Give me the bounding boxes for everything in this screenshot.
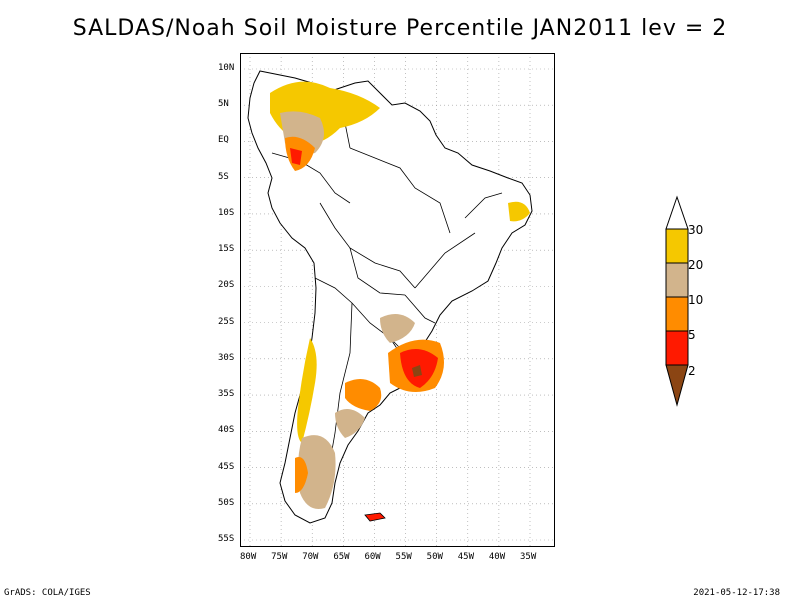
legend-label-2: 2 bbox=[688, 364, 696, 378]
colorbar bbox=[665, 195, 689, 407]
lat-tick-label: 15S bbox=[218, 244, 235, 255]
lon-tick-label: 80W bbox=[240, 552, 257, 562]
lon-tick-label: 60W bbox=[364, 552, 381, 562]
colorbar-bin-5-10 bbox=[665, 296, 689, 332]
soil-moisture-map bbox=[240, 53, 555, 547]
lat-tick-label: 10S bbox=[218, 207, 235, 218]
patch-pampas-orange bbox=[345, 379, 382, 411]
patch-chile-yellow bbox=[297, 338, 317, 443]
lat-tick-label: 30S bbox=[218, 352, 235, 363]
colorbar-bottom-triangle bbox=[665, 364, 689, 407]
map-panel bbox=[240, 53, 555, 547]
colorbar-bin-10-20 bbox=[665, 262, 689, 298]
map-border bbox=[240, 53, 555, 547]
lat-tick-label: 50S bbox=[218, 497, 235, 508]
lon-tick-label: 40W bbox=[488, 552, 506, 562]
falkland-islands bbox=[364, 512, 386, 522]
legend-label-5: 5 bbox=[688, 328, 696, 342]
map-title: SALDAS/Noah Soil Moisture Percentile JAN… bbox=[72, 16, 728, 41]
legend-label-10: 10 bbox=[688, 293, 704, 307]
patch-pampas-tan bbox=[335, 409, 365, 438]
lon-tick-label: 50W bbox=[426, 552, 443, 562]
lat-tick-label: 25S bbox=[218, 316, 235, 327]
patch-patagonia-tan bbox=[297, 435, 336, 509]
lat-tick-label: 10N bbox=[218, 63, 235, 73]
lon-tick-label: 75W bbox=[271, 552, 288, 562]
lat-tick-label: 35S bbox=[218, 389, 235, 400]
footer-credit: GrADS: COLA/IGES bbox=[4, 588, 91, 598]
patch-north-red bbox=[290, 148, 302, 165]
patch-paraguay-tan bbox=[380, 314, 415, 343]
lat-tick-label: 5N bbox=[218, 99, 229, 110]
percentile-patches bbox=[270, 81, 530, 509]
lat-tick-label: 45S bbox=[218, 461, 235, 472]
lat-tick-label: 55S bbox=[218, 534, 235, 544]
lon-tick-label: 45W bbox=[457, 552, 475, 562]
lon-tick-label: 65W bbox=[333, 552, 350, 562]
lon-tick-label: 35W bbox=[520, 552, 537, 562]
south-america-coastline bbox=[247, 70, 533, 524]
patch-uruguay-brown bbox=[412, 365, 422, 377]
lon-tick-label: 70W bbox=[302, 552, 319, 562]
colorbar-bin-20-30 bbox=[665, 228, 689, 264]
lat-tick-label: 40S bbox=[218, 425, 235, 436]
lat-tick-label: 5S bbox=[218, 171, 229, 182]
patch-northeast-yellow bbox=[508, 201, 530, 222]
lat-tick-label: 20S bbox=[218, 280, 235, 291]
lat-tick-label: EQ bbox=[218, 135, 229, 146]
lon-tick-label: 55W bbox=[395, 552, 412, 562]
legend-label-30: 30 bbox=[688, 223, 704, 237]
colorbar-bin-2-5 bbox=[665, 330, 689, 366]
legend-label-20: 20 bbox=[688, 258, 704, 272]
patch-patagonia-orange bbox=[295, 457, 308, 493]
colorbar-top-triangle bbox=[665, 195, 689, 230]
footer-timestamp: 2021-05-12-17:38 bbox=[693, 588, 780, 598]
